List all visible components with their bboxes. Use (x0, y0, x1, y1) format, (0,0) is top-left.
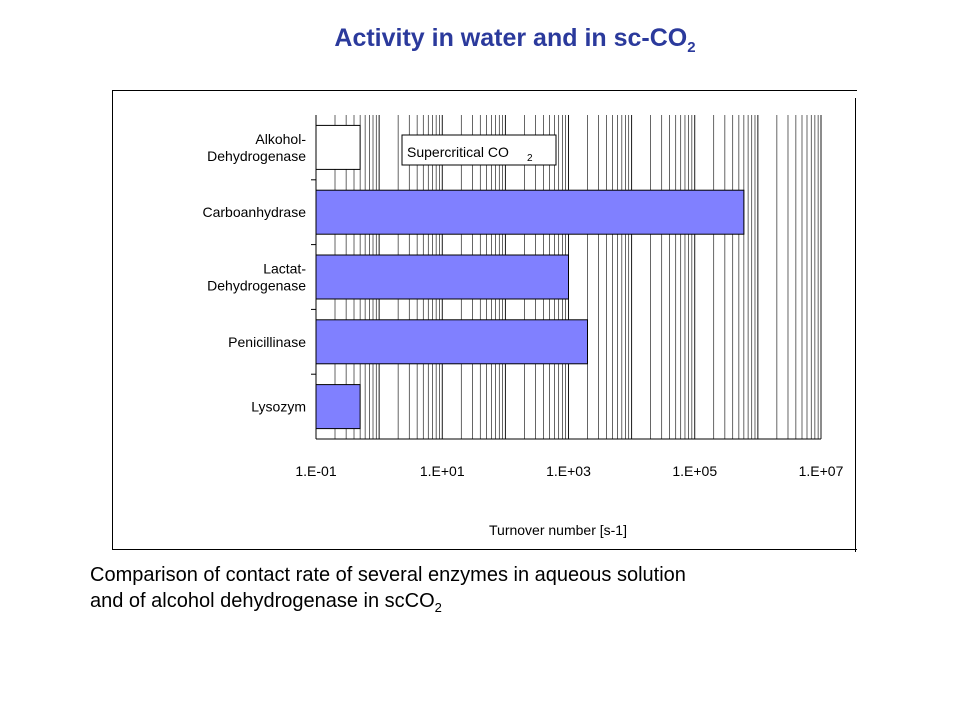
category-label: Alkohol-Dehydrogenase (207, 131, 306, 164)
x-tick-label: 1.E+05 (672, 463, 717, 479)
title-text: Activity in water and in sc-CO (334, 24, 688, 52)
bar (315, 254, 569, 300)
bar (315, 189, 745, 235)
x-tick-label: 1.E+07 (799, 463, 844, 479)
x-tick-label: 1.E+01 (420, 463, 465, 479)
x-tick-label: 1.E+03 (546, 463, 591, 479)
bar (315, 384, 361, 430)
x-axis-label: Turnover number [s-1] (489, 522, 627, 538)
caption-line-1: Comparison of contact rate of several en… (90, 564, 686, 586)
legend-label: Supercritical CO (407, 144, 509, 160)
x-tick-label: 1.E-01 (295, 463, 336, 479)
category-label: Lactat-Dehydrogenase (207, 261, 306, 294)
chart-frame: Alkohol-Dehydrogenase Carboanhydrase Lacta… (112, 90, 857, 550)
caption: Comparison of contact rate of several en… (90, 562, 930, 621)
legend-label-subscript: 2 (527, 153, 533, 164)
chart-frame-right-edge (855, 98, 856, 552)
caption-line-2-subscript: 2 (434, 600, 442, 615)
category-label: Penicillinase (228, 334, 306, 350)
bar (315, 124, 361, 170)
slide-title: Activity in water and in sc-CO2 (0, 24, 960, 56)
category-label: Carboanhydrase (202, 204, 306, 220)
category-label: Lysozym (251, 399, 306, 415)
title-subscript: 2 (687, 39, 696, 56)
bar-chart: Alkohol-Dehydrogenase Carboanhydrase Lacta… (202, 115, 844, 538)
legend-box (401, 134, 557, 166)
caption-line-2: and of alcohol dehydrogenase in scCO2 (90, 588, 930, 621)
bar (315, 319, 589, 365)
caption-line-2-text: and of alcohol dehydrogenase in scCO (90, 590, 435, 612)
